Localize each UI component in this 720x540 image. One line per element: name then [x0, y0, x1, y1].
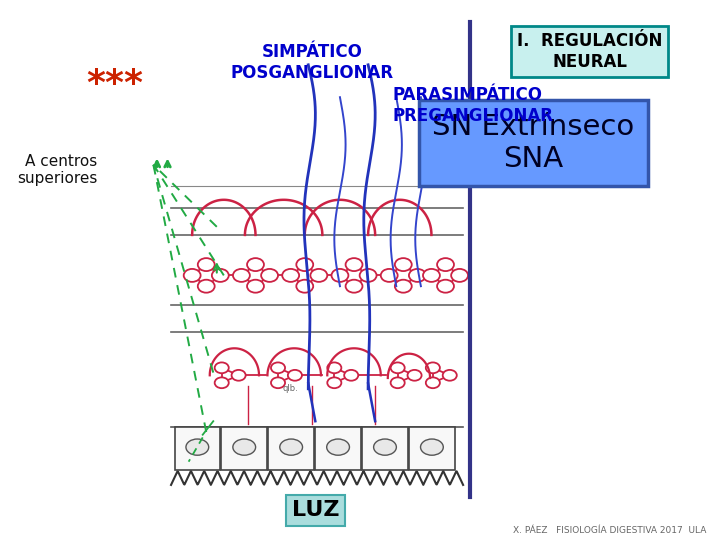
Text: SN Extrínseco
SNA: SN Extrínseco SNA	[433, 113, 634, 173]
Ellipse shape	[233, 439, 256, 455]
Circle shape	[198, 258, 215, 271]
Circle shape	[426, 377, 440, 388]
Circle shape	[408, 370, 422, 381]
Circle shape	[247, 280, 264, 293]
Ellipse shape	[280, 439, 302, 455]
Circle shape	[288, 370, 302, 381]
Circle shape	[391, 377, 405, 388]
Circle shape	[328, 362, 341, 373]
Ellipse shape	[420, 439, 444, 455]
Circle shape	[261, 269, 278, 282]
Bar	[222, 427, 267, 470]
Circle shape	[437, 258, 454, 271]
Text: X. PÁEZ   FISIOLOGÍA DIGESTIVA 2017  ULA: X. PÁEZ FISIOLOGÍA DIGESTIVA 2017 ULA	[513, 525, 706, 535]
Circle shape	[297, 280, 313, 293]
Ellipse shape	[186, 439, 209, 455]
Text: qlb.: qlb.	[283, 384, 299, 393]
Bar	[409, 427, 454, 470]
Circle shape	[215, 377, 229, 388]
Circle shape	[282, 269, 299, 282]
Text: SIMPÁTICO
POSGANGLIONAR: SIMPÁTICO POSGANGLIONAR	[230, 43, 393, 82]
Circle shape	[360, 269, 377, 282]
Circle shape	[391, 362, 405, 373]
Circle shape	[310, 269, 328, 282]
Circle shape	[232, 370, 246, 381]
Circle shape	[212, 269, 229, 282]
Text: I.  REGULACIÓN
NEURAL: I. REGULACIÓN NEURAL	[517, 32, 662, 71]
Circle shape	[346, 258, 362, 271]
Text: A centros
superiores: A centros superiores	[17, 154, 97, 186]
Circle shape	[198, 280, 215, 293]
Bar	[315, 427, 361, 470]
Text: PARASIMPÁTICO
PREGANGLIONAR: PARASIMPÁTICO PREGANGLIONAR	[392, 86, 554, 125]
Ellipse shape	[374, 439, 397, 455]
Circle shape	[344, 370, 359, 381]
Circle shape	[451, 269, 468, 282]
Circle shape	[426, 362, 440, 373]
Text: ***: ***	[86, 67, 143, 100]
Circle shape	[395, 258, 412, 271]
Circle shape	[346, 280, 362, 293]
Circle shape	[233, 269, 250, 282]
Circle shape	[271, 377, 285, 388]
Ellipse shape	[327, 439, 349, 455]
Circle shape	[437, 280, 454, 293]
Circle shape	[423, 269, 440, 282]
Text: LUZ: LUZ	[292, 500, 339, 521]
Circle shape	[271, 362, 285, 373]
Circle shape	[247, 258, 264, 271]
Circle shape	[443, 370, 456, 381]
Circle shape	[381, 269, 397, 282]
Bar	[269, 427, 314, 470]
Circle shape	[409, 269, 426, 282]
Circle shape	[331, 269, 348, 282]
Circle shape	[184, 269, 201, 282]
Circle shape	[395, 280, 412, 293]
Circle shape	[215, 362, 229, 373]
Circle shape	[297, 258, 313, 271]
Circle shape	[328, 377, 341, 388]
Bar	[362, 427, 408, 470]
Bar	[174, 427, 220, 470]
